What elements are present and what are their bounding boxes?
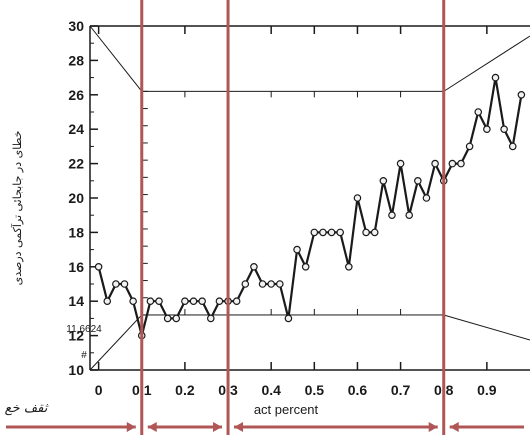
data-point	[250, 262, 258, 271]
data-point	[431, 159, 439, 168]
data-point	[483, 125, 491, 134]
data-point	[206, 314, 215, 323]
x-tick-label: 0.4	[261, 382, 281, 398]
data-point	[345, 262, 353, 271]
data-point	[362, 228, 370, 237]
data-point	[465, 142, 474, 151]
y-tick-label: 14	[68, 293, 84, 309]
data-point	[189, 297, 198, 306]
y-tick-label: 16	[68, 259, 84, 275]
data-point	[336, 228, 344, 237]
data-point	[353, 194, 362, 202]
data-point	[301, 262, 310, 271]
y-tick-label: 30	[68, 18, 84, 34]
data-point	[370, 228, 379, 237]
arrow-head-right	[428, 422, 438, 432]
value-annotation: 11.6624	[66, 324, 102, 335]
y-tick-label: 28	[68, 52, 84, 68]
y-tick-label: 26	[68, 87, 84, 103]
perspective-guides	[89, 25, 530, 371]
axes: 101214161820222426283000.10.20.30.40.50.…	[68, 18, 530, 398]
data-point	[388, 211, 396, 220]
data-point	[172, 314, 181, 323]
y-axis-title: خطای در جابجائی ترآکمی درصدی	[10, 131, 24, 286]
data-point	[284, 314, 293, 323]
data-point	[474, 108, 483, 116]
data-point	[241, 280, 250, 288]
x-tick-label: 0.2	[175, 382, 195, 398]
data-point	[293, 245, 301, 254]
logo-text: ثقف خع	[5, 401, 49, 416]
data-point	[327, 228, 336, 237]
arrow-head-left	[449, 422, 459, 432]
data-point	[276, 280, 284, 288]
x-tick-label: 0.5	[305, 382, 325, 398]
guide-bottom-left	[89, 314, 143, 371]
data-point	[103, 297, 112, 306]
arrow-head-right	[126, 422, 136, 432]
data-point	[94, 262, 103, 271]
x-tick-label: 0.9	[477, 382, 497, 398]
data-point	[457, 159, 465, 168]
y-tick-label: 12	[68, 328, 84, 344]
arrow-head-left	[147, 422, 157, 432]
data-point	[258, 280, 267, 288]
arrow-head-right	[213, 422, 223, 432]
data-point	[146, 297, 155, 306]
data-point	[112, 280, 120, 288]
data-point	[232, 297, 241, 306]
data-point	[379, 177, 388, 185]
y-tick-label: 24	[68, 121, 84, 137]
data-point	[215, 297, 224, 306]
guide-top-left	[89, 25, 143, 92]
data-point	[120, 280, 129, 288]
series-layer	[94, 73, 526, 340]
data-point	[491, 73, 500, 82]
data-point	[405, 211, 414, 220]
y-tick-label: 20	[68, 190, 84, 206]
y-tick-label: 22	[68, 156, 84, 172]
data-point	[155, 297, 163, 306]
marker-annotation: #	[81, 350, 87, 361]
data-point	[181, 297, 189, 306]
x-axis-title: act percent	[254, 402, 319, 417]
data-point	[508, 142, 517, 151]
arrow-head-left	[234, 422, 244, 432]
y-tick-label: 10	[68, 362, 84, 378]
x-tick-label: 0.6	[348, 382, 368, 398]
data-point	[396, 159, 405, 168]
data-point	[129, 297, 137, 306]
x-tick-label: 0	[95, 382, 103, 398]
data-point	[517, 91, 526, 99]
data-point	[267, 280, 275, 288]
guide-top-right	[443, 35, 530, 92]
dividers	[140, 0, 446, 435]
data-point	[198, 297, 206, 306]
data-point	[310, 228, 319, 237]
data-point	[422, 194, 431, 202]
guide-bottom-right	[443, 314, 530, 341]
data-point	[500, 125, 508, 134]
data-point	[163, 314, 172, 323]
x-tick-label: 0.7	[391, 382, 411, 398]
data-point	[319, 228, 327, 237]
range-arrows	[6, 422, 524, 432]
data-point	[448, 159, 457, 168]
series-line	[97, 76, 523, 337]
data-point	[414, 177, 422, 185]
y-tick-label: 18	[68, 224, 84, 240]
